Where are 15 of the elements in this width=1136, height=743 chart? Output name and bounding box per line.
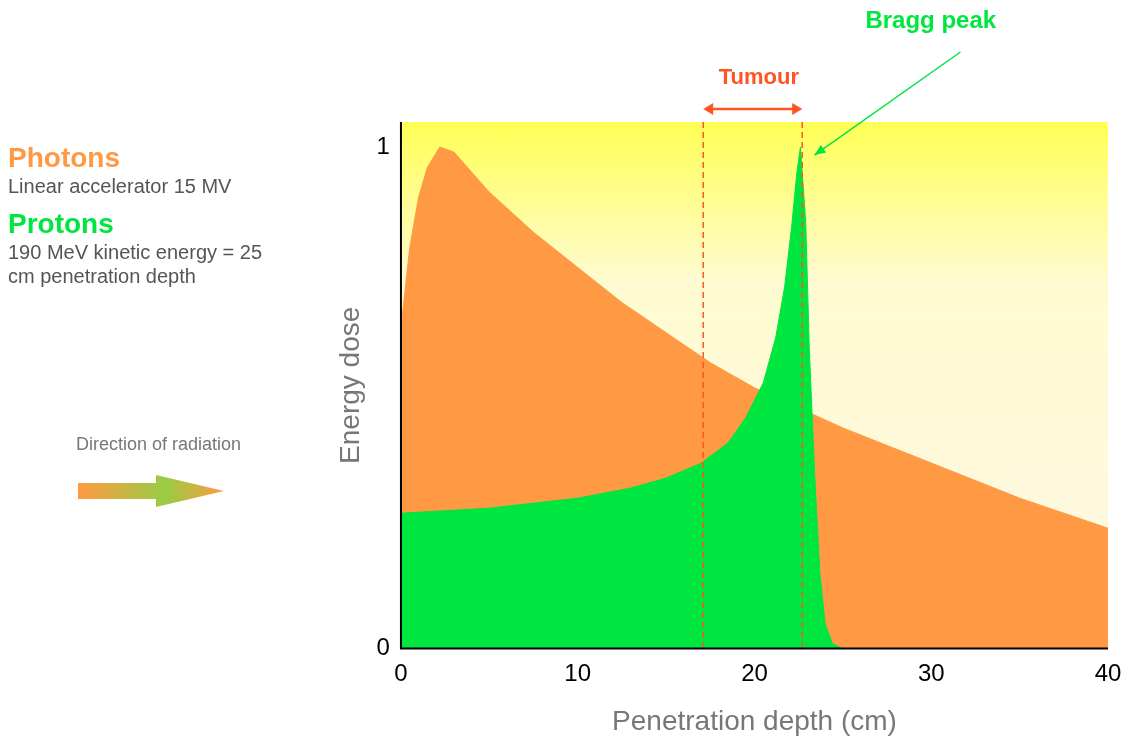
x-tick-label: 20 [741, 658, 768, 686]
x-tick-label: 30 [917, 658, 945, 686]
x-axis-title: Penetration depth (cm) [612, 704, 897, 736]
x-tick-label: 0 [394, 658, 408, 686]
text: Bragg peak [865, 6, 997, 34]
text: Tumour [718, 64, 799, 90]
text: Photons [8, 142, 121, 174]
x-tick-label: 40 [1094, 658, 1122, 686]
text: Protons [8, 208, 115, 240]
y-tick-label: 1 [376, 131, 390, 159]
text: Direction of radiation [76, 434, 242, 455]
text: 190 MeV kinetic energy = 25 cm penetration depth [8, 240, 264, 288]
x-tick-label: 10 [564, 658, 592, 686]
y-axis-title: Energy dose [333, 306, 365, 464]
text: Linear accelerator 15 MV [8, 174, 233, 198]
